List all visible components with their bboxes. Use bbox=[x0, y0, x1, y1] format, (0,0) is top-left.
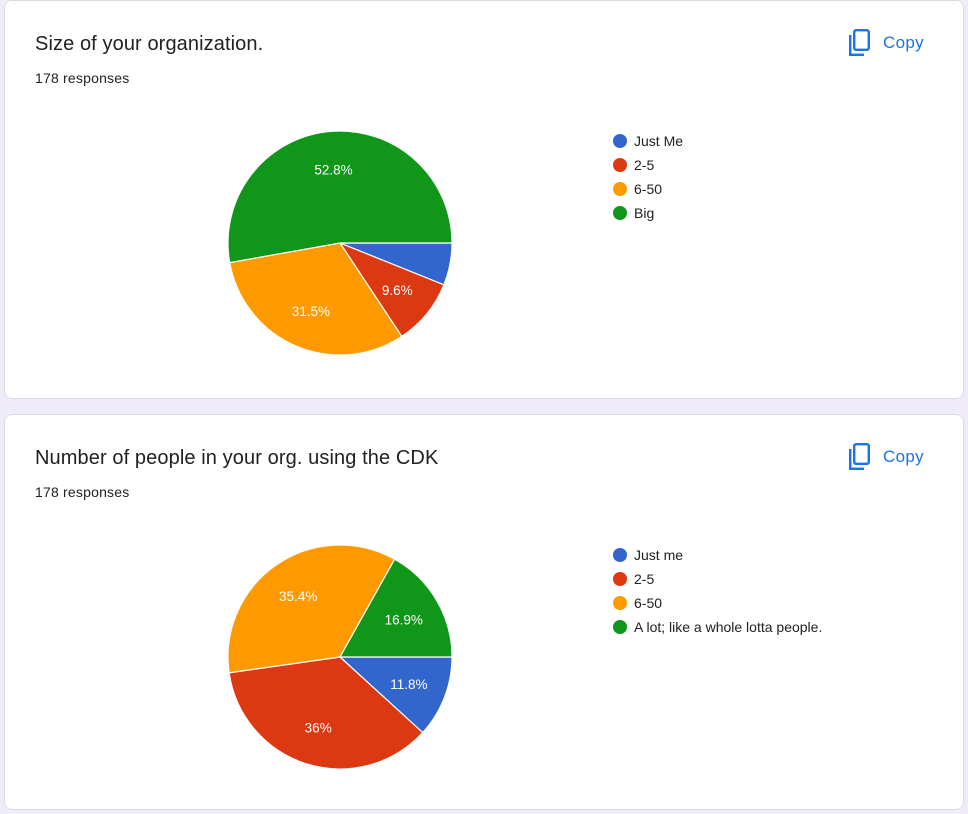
pie-slice-6-50[interactable] bbox=[229, 242, 403, 356]
legend-item-2-5[interactable]: 2-5 bbox=[613, 567, 822, 591]
copy-icon bbox=[849, 443, 871, 470]
legend-item-2-5[interactable]: 2-5 bbox=[613, 153, 683, 177]
legend-label: 6-50 bbox=[634, 181, 663, 197]
legend-swatch bbox=[613, 620, 627, 634]
legend-item-just-me[interactable]: Just Me bbox=[613, 129, 683, 153]
pie-slice-big[interactable] bbox=[227, 130, 453, 264]
legend-item-a-lot[interactable]: A lot; like a whole lotta people. bbox=[613, 615, 822, 639]
legend-label: Big bbox=[634, 205, 655, 221]
copy-chart-button[interactable]: Copy bbox=[847, 441, 924, 473]
pie-slice-a-lot-like-a-whole-lotta-people[interactable] bbox=[338, 558, 453, 658]
slice-percent-label: 31.5% bbox=[292, 304, 330, 319]
legend-swatch bbox=[613, 182, 627, 196]
legend-swatch bbox=[613, 596, 627, 610]
slice-percent-label: 9.6% bbox=[382, 283, 413, 298]
legend-item-big[interactable]: Big bbox=[613, 201, 683, 225]
legend-swatch bbox=[613, 206, 627, 220]
chart-legend: Just Me 2-5 6-50 Big bbox=[613, 129, 683, 225]
legend-swatch bbox=[613, 158, 627, 172]
response-count: 178 responses bbox=[35, 484, 130, 500]
pie-slice-6-50[interactable] bbox=[227, 544, 396, 674]
legend-swatch bbox=[613, 548, 627, 562]
slice-percent-label: 36% bbox=[305, 721, 332, 736]
legend-label: Just Me bbox=[634, 133, 684, 149]
chart-card-organization-size: Size of your organization. 178 responses… bbox=[4, 0, 964, 399]
slice-percent-label: 52.8% bbox=[314, 162, 352, 177]
pie-slice-just-me[interactable] bbox=[338, 656, 453, 734]
legend-item-6-50[interactable]: 6-50 bbox=[613, 591, 822, 615]
response-count: 178 responses bbox=[35, 70, 130, 86]
copy-icon bbox=[849, 29, 871, 56]
slice-percent-label: 11.8% bbox=[390, 677, 427, 692]
slice-percent-label: 35.4% bbox=[279, 589, 317, 604]
copy-label: Copy bbox=[883, 447, 924, 466]
copy-label: Copy bbox=[883, 33, 924, 52]
chart-title: Size of your organization. bbox=[35, 33, 264, 55]
legend-item-6-50[interactable]: 6-50 bbox=[613, 177, 683, 201]
legend-label: A lot; like a whole lotta people. bbox=[634, 619, 823, 635]
legend-label: Just me bbox=[634, 547, 684, 563]
pie-slice-2-5[interactable] bbox=[228, 656, 424, 770]
pie-chart: 11.8% 36% 35.4% 16.9% bbox=[227, 544, 453, 770]
legend-label: 2-5 bbox=[634, 571, 655, 587]
chart-title: Number of people in your org. using the … bbox=[35, 447, 439, 469]
legend-swatch bbox=[613, 134, 627, 148]
copy-chart-button[interactable]: Copy bbox=[847, 27, 924, 59]
slice-percent-label: 16.9% bbox=[385, 613, 423, 628]
chart-card-cdk-users: Number of people in your org. using the … bbox=[4, 414, 964, 810]
legend-swatch bbox=[613, 572, 627, 586]
legend-label: 6-50 bbox=[634, 595, 663, 611]
legend-label: 2-5 bbox=[634, 157, 655, 173]
chart-legend: Just me 2-5 6-50 A lot; like a whole lot… bbox=[613, 543, 822, 639]
legend-item-just-me[interactable]: Just me bbox=[613, 543, 822, 567]
pie-chart: 9.6% 31.5% 52.8% bbox=[227, 130, 453, 356]
